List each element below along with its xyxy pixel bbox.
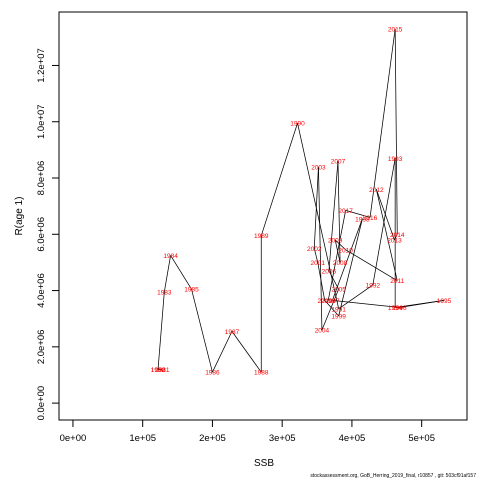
series-segment-1999-2000 bbox=[324, 300, 339, 317]
y-tick-label: 6.0e+06 bbox=[36, 217, 47, 252]
series-segment-2004-2005 bbox=[321, 289, 340, 331]
x-tick-label: 1e+05 bbox=[129, 433, 156, 444]
x-tick-label: 5e+05 bbox=[408, 433, 435, 444]
point-label-2001: 2001 bbox=[311, 260, 326, 267]
point-label-1999: 1999 bbox=[331, 313, 346, 320]
point-label-1981: 1981 bbox=[155, 367, 170, 374]
point-label-2008: 2008 bbox=[333, 260, 348, 267]
point-label-1982: 1982 bbox=[151, 367, 166, 374]
point-label-1996: 1996 bbox=[392, 305, 407, 312]
point-label-2018: 2018 bbox=[321, 298, 336, 305]
series-segment-2017-2018 bbox=[327, 210, 347, 301]
point-label-1983: 1983 bbox=[157, 289, 172, 296]
series-segment-1991-1992 bbox=[338, 284, 374, 310]
point-label-2011: 2011 bbox=[390, 278, 404, 285]
point-label-1987: 1987 bbox=[225, 329, 240, 336]
point-label-2006: 2006 bbox=[322, 268, 337, 275]
point-label-2010: 2010 bbox=[338, 247, 353, 254]
point-label-2003: 2003 bbox=[311, 164, 326, 171]
series-segment-2014-2015 bbox=[394, 28, 398, 235]
y-tick-label: 8.0e+06 bbox=[36, 161, 47, 196]
series-segment-2012-2013 bbox=[375, 189, 395, 241]
series-line bbox=[157, 28, 445, 373]
point-label-2013: 2013 bbox=[387, 237, 402, 244]
point-label-1988: 1988 bbox=[254, 370, 269, 377]
point-label-1993: 1993 bbox=[388, 156, 403, 163]
point-label-1984: 1984 bbox=[163, 253, 178, 260]
series-segment-1989-1990 bbox=[260, 123, 298, 236]
footer-note: stockassessment.org, GoB_Herring_2019_fi… bbox=[310, 473, 476, 479]
point-label-2000: 2000 bbox=[317, 298, 332, 305]
point-label-1989: 1989 bbox=[254, 233, 269, 240]
series-segment-1990-1991 bbox=[297, 123, 340, 309]
series-segment-2016-2017 bbox=[345, 210, 371, 218]
point-label-2012: 2012 bbox=[369, 187, 384, 194]
point-label-1992: 1992 bbox=[366, 282, 381, 289]
y-tick-label: 0.0e+00 bbox=[36, 386, 47, 421]
point-label-1985: 1985 bbox=[184, 287, 199, 294]
point-label-2016: 2016 bbox=[363, 215, 378, 222]
x-axis-label: SSB bbox=[254, 458, 274, 469]
series-segment-2013-2014 bbox=[394, 234, 398, 241]
series-segment-1998-1999 bbox=[338, 218, 363, 316]
series-segment-2010-2011 bbox=[345, 249, 398, 282]
x-tick-label: 4e+05 bbox=[339, 433, 366, 444]
series-segment-2007-2008 bbox=[337, 161, 341, 263]
x-tick-label: 0e+00 bbox=[60, 433, 87, 444]
point-label-2009: 2009 bbox=[328, 237, 343, 244]
point-label-2007: 2007 bbox=[331, 159, 346, 166]
series-segment-2003-2004 bbox=[318, 166, 323, 330]
x-tick-label: 3e+05 bbox=[269, 433, 296, 444]
point-label-2005: 2005 bbox=[331, 287, 346, 294]
series-segment-2005-2006 bbox=[328, 270, 340, 290]
series-segment-2006-2007 bbox=[328, 161, 339, 271]
point-label-1990: 1990 bbox=[290, 121, 305, 128]
point-label-2002: 2002 bbox=[307, 246, 322, 253]
series-segment-1983-1984 bbox=[163, 255, 171, 293]
y-tick-label: 2.0e+06 bbox=[36, 330, 47, 365]
point-label-2017: 2017 bbox=[338, 208, 353, 215]
point-label-2014: 2014 bbox=[390, 232, 405, 239]
point-label-1986: 1986 bbox=[205, 370, 220, 377]
y-tick-label: 1.2e+07 bbox=[36, 48, 47, 83]
series-segment-2011-2012 bbox=[375, 189, 398, 281]
y-tick-label: 1.0e+07 bbox=[36, 104, 47, 139]
y-tick-label: 4.0e+06 bbox=[36, 273, 47, 308]
point-label-1995: 1995 bbox=[437, 298, 452, 305]
series-segment-1987-1988 bbox=[231, 331, 262, 373]
series-segment-2002-2003 bbox=[313, 166, 319, 249]
y-axis-label: R(age 1) bbox=[14, 197, 25, 236]
series-segment-1995-1996 bbox=[399, 300, 445, 308]
series-segment-1984-1985 bbox=[170, 255, 192, 290]
series-segment-1986-1987 bbox=[212, 331, 233, 373]
point-label-1998: 1998 bbox=[355, 216, 370, 223]
point-label-2004: 2004 bbox=[315, 327, 330, 334]
point-label-1991: 1991 bbox=[331, 306, 346, 313]
series-segment-2009-2010 bbox=[334, 239, 346, 251]
series-segment-2015-2016 bbox=[369, 28, 396, 218]
plot-frame bbox=[58, 11, 468, 421]
series-segment-1996-1997 bbox=[332, 300, 400, 308]
series-segment-1985-1986 bbox=[191, 289, 213, 373]
x-tick-label: 2e+05 bbox=[199, 433, 226, 444]
point-label-1980: 1980 bbox=[151, 367, 166, 374]
series-segment-2001-2002 bbox=[313, 248, 319, 263]
point-label-1994: 1994 bbox=[388, 305, 403, 312]
point-label-2015: 2015 bbox=[388, 26, 403, 33]
point-label-1997: 1997 bbox=[325, 298, 340, 305]
series-segment-1982-1983 bbox=[157, 291, 165, 370]
